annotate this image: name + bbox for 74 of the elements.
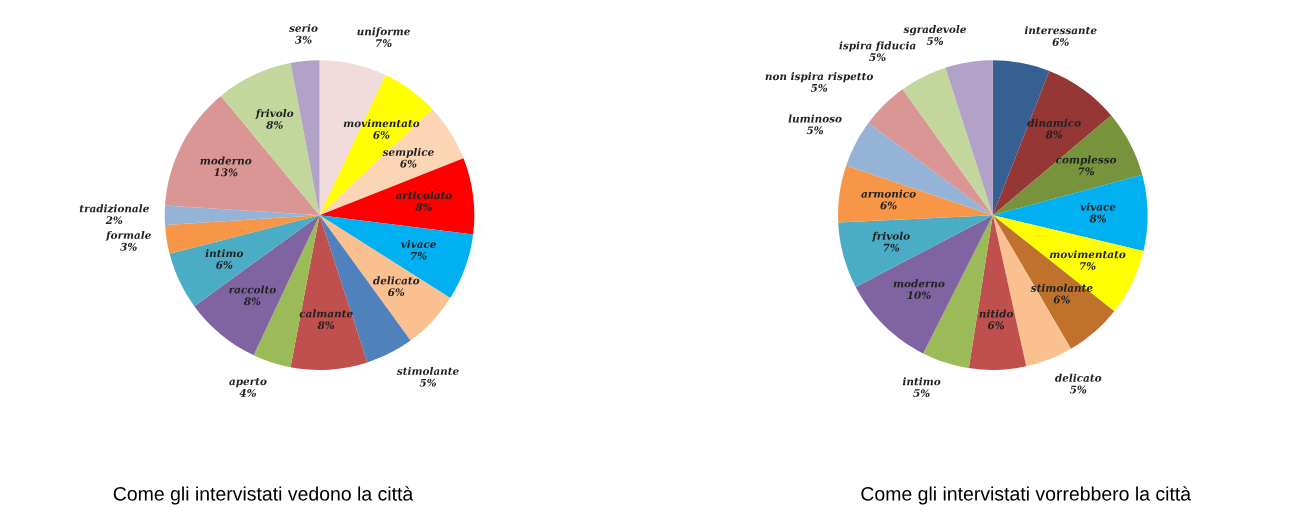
slice-label: intimo [205,249,244,258]
data-label: 5% [913,389,930,398]
slice-label: ispira fiducia [839,41,916,52]
slice-label: vivace [1080,202,1116,211]
data-label: 5% [810,83,828,92]
data-label: 5% [1069,385,1087,394]
text: Come gli intervistati vorrebbero la città [861,486,1192,505]
slice-label: sgradevole [903,25,966,36]
data-label: 6% [216,260,233,269]
data-label: 7% [411,251,427,260]
data-label: 5% [869,53,886,62]
data-label: 7% [883,243,900,252]
pie-slice [838,165,993,223]
slice-label: intimo [902,377,941,386]
data-label: 5% [926,37,944,45]
data-label: 5% [806,126,824,135]
pie-slice [290,215,368,370]
slice-label: complesso [1056,155,1117,166]
data-label: 10% [907,291,931,300]
pie-slice [165,95,320,216]
data-label: 7% [1080,262,1096,270]
data-label: 6% [400,159,417,168]
pie-slice [945,60,993,216]
data-label: 7% [376,39,392,47]
slice-label: vivace [400,239,437,249]
pie-slice [968,215,1027,370]
data-label: 6% [373,130,390,139]
slice-label: formale [105,230,151,241]
pie-slice [838,215,993,287]
slice-label: moderno [893,279,945,288]
slice-label: tradizionale [79,204,149,213]
data-label: 5% [419,378,437,387]
pie-slice [319,109,464,216]
slice-label: articolato [395,191,453,200]
data-label: 4% [239,388,256,397]
slice-label: aperto [229,377,267,388]
data-label: 8% [415,202,432,211]
pie-slice [846,123,993,216]
text: Come gli intervistati vedono la città [113,486,414,505]
data-label: 3% [120,242,137,251]
slice-label: movimentato [1049,250,1126,259]
data-label: 3% [294,35,312,44]
slice-label: luminoso [788,114,842,123]
slice-label: armonico [861,189,916,198]
slice-label: frivolo [255,109,294,119]
slice-label: stimolante [396,366,459,375]
pie-slice [319,158,475,235]
data-label: 6% [988,321,1005,330]
data-label: 13% [214,168,238,177]
data-label: 8% [1089,214,1107,223]
data-label: 6% [1053,295,1070,304]
data-label: 8% [317,321,335,330]
slice-label: non ispira rispetto [765,72,874,83]
data-label: 6% [388,288,405,297]
slice-label: delicato [373,276,420,285]
slice-label: delicato [1055,373,1102,382]
data-label: 8% [266,120,283,129]
slice-label: serio [289,23,318,32]
data-label: 8% [244,297,261,306]
data-label: 2% [105,216,123,225]
slice-label: uniforme [357,27,410,38]
pie-slice [169,215,320,307]
slice-label: frivolo [871,231,910,242]
slice-label: moderno [200,156,252,165]
pie-slice [992,115,1143,216]
data-label: 6% [1052,37,1069,46]
slice-label: interessante [1024,26,1097,35]
pie-slice [319,215,474,299]
data-label: 7% [1078,167,1095,176]
pie-slice [992,174,1148,251]
data-label: 6% [880,201,897,210]
data-label: 8% [1045,130,1063,139]
slice-label: nitido [979,309,1014,318]
slice-label: raccolto [229,285,276,294]
